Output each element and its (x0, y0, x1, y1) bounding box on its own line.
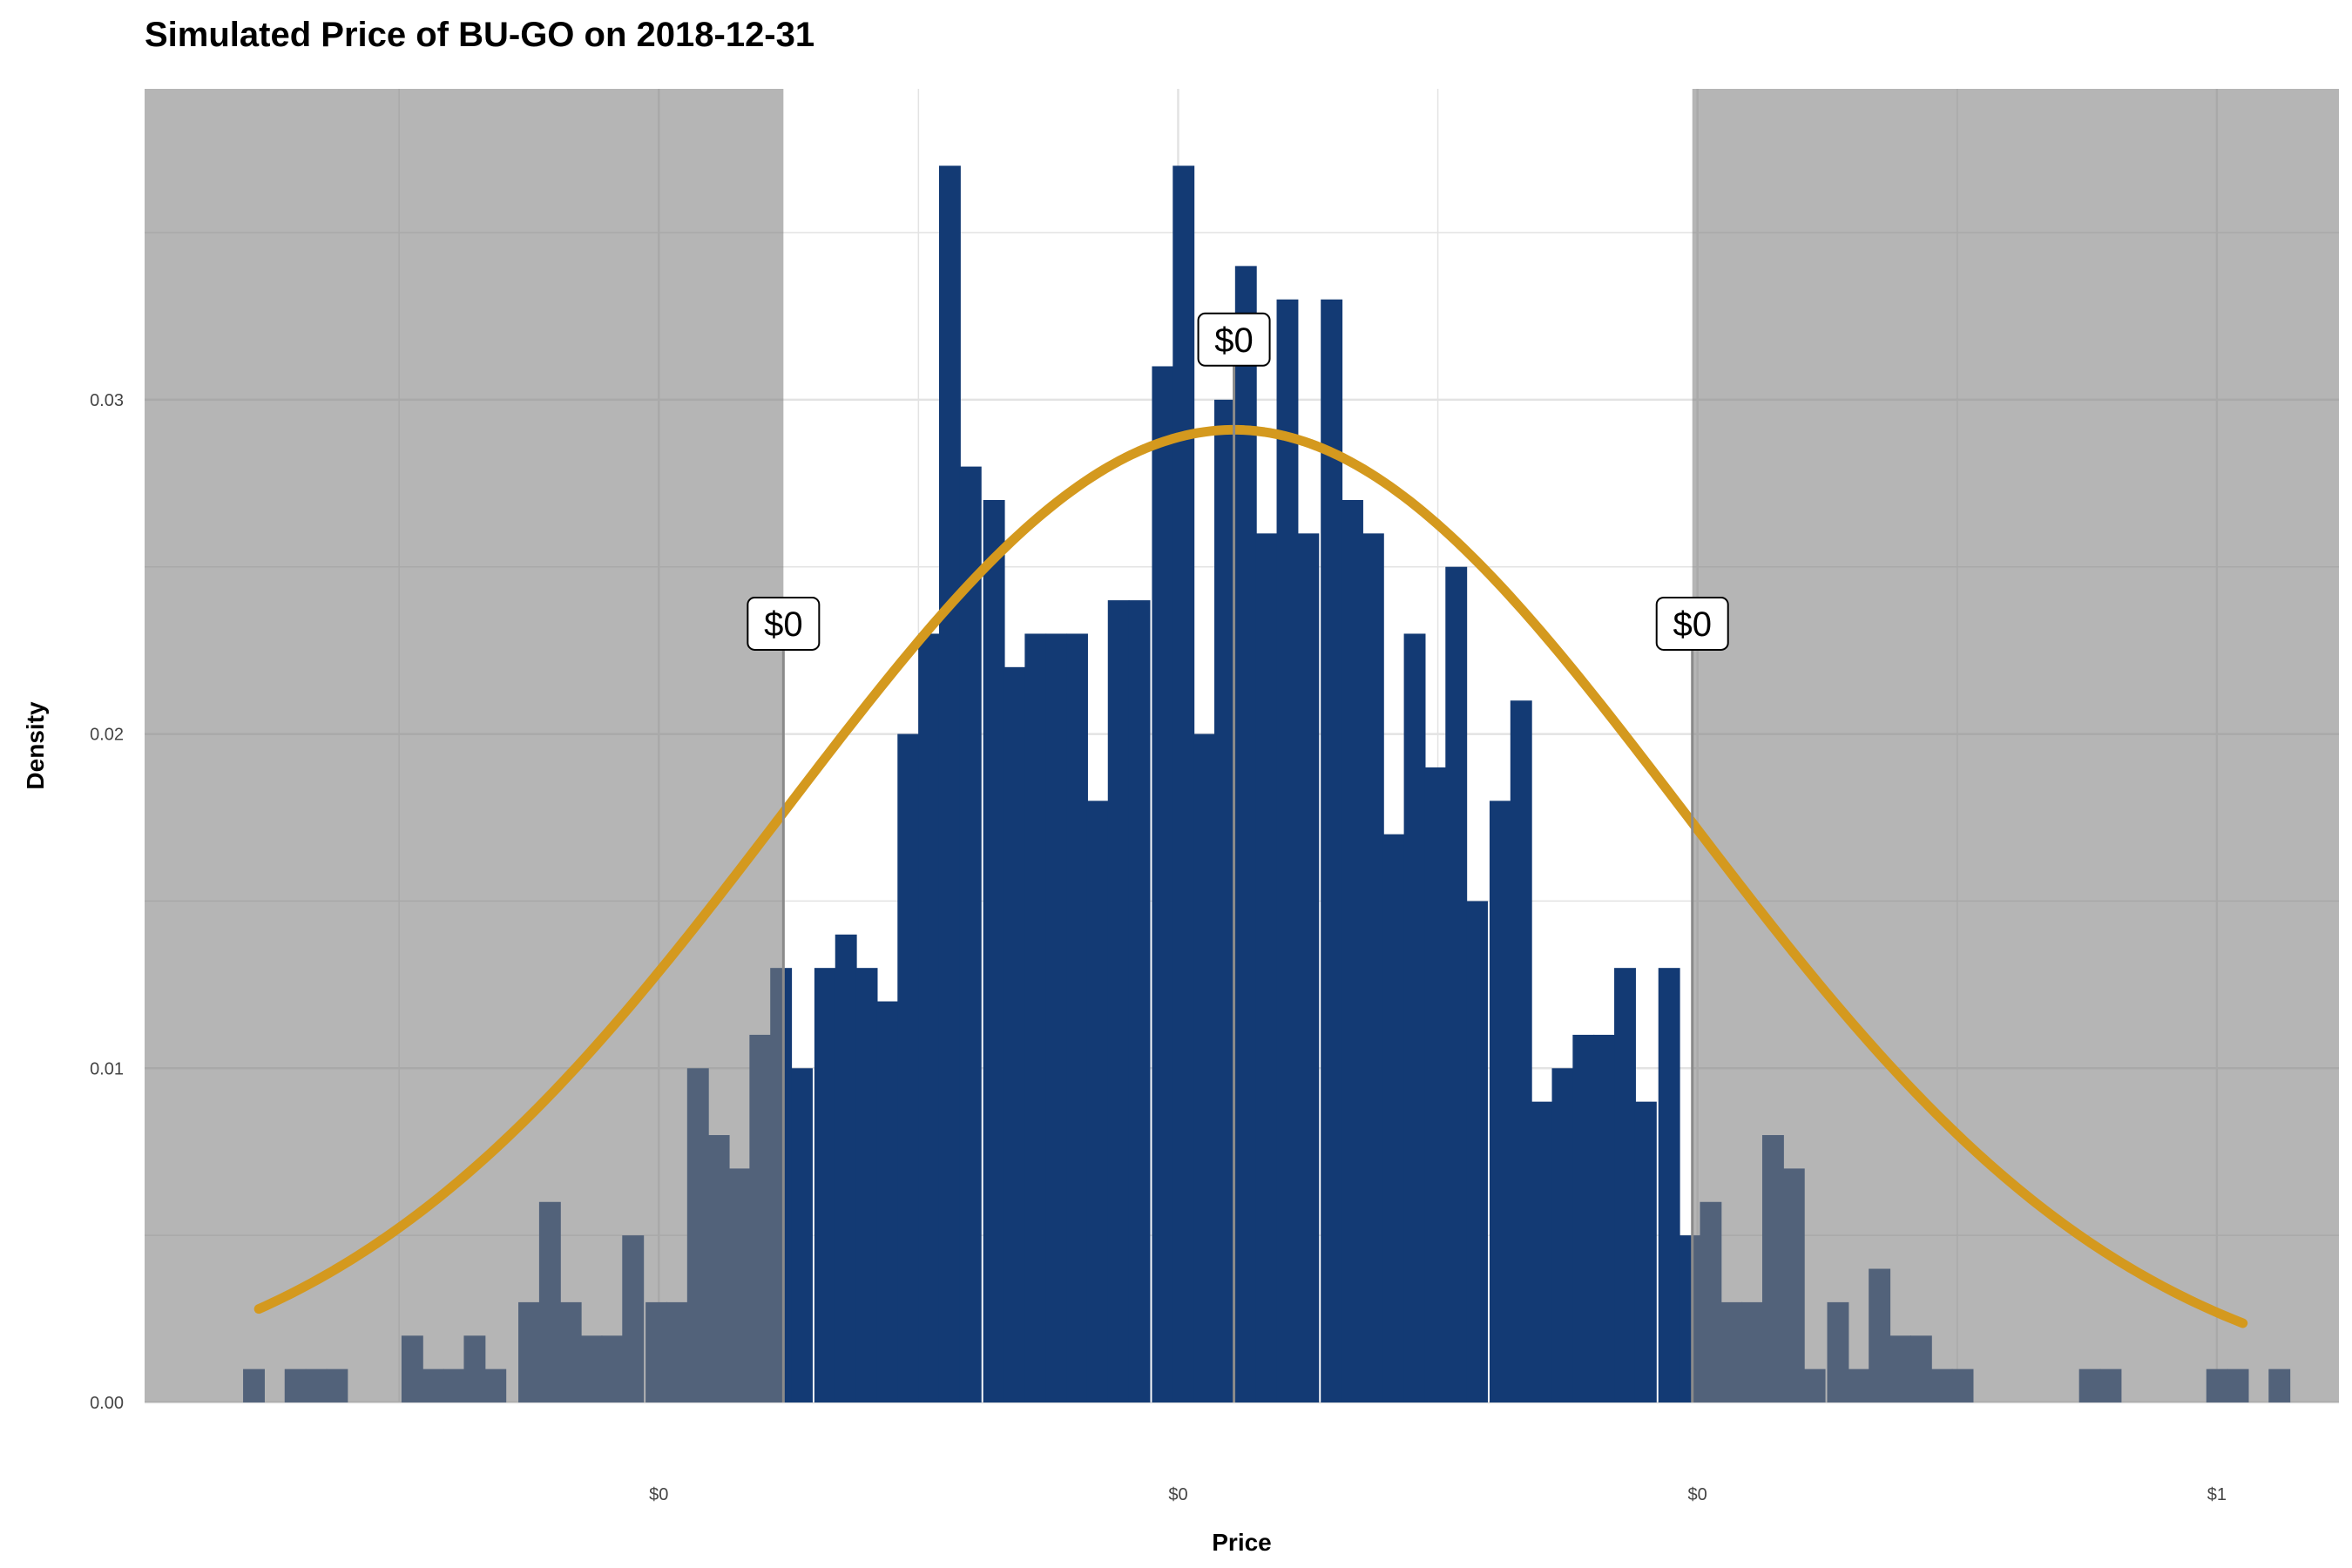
y-tick-label: 0.00 (90, 1394, 124, 1413)
histogram-bar (1614, 968, 1636, 1402)
histogram-bar (1193, 733, 1216, 1402)
axis-layer: 0.00 0.01 0.02 0.03 $0 $0 $0 $1 Price Density (22, 391, 2227, 1556)
reference-label: $0 (1214, 321, 1254, 360)
chart-title: Simulated Price of BU-GO on 2018-12-31 (145, 16, 815, 54)
histogram-bar (1466, 901, 1489, 1402)
x-axis-title: Price (1212, 1529, 1272, 1556)
reference-label-box (1655, 596, 1729, 651)
histogram-bar (1658, 968, 1680, 1402)
histogram-bar (1321, 299, 1343, 1402)
histogram-bar (983, 499, 1005, 1402)
histogram-bar (1551, 1068, 1574, 1402)
histogram-bar (1024, 633, 1047, 1402)
histogram-bar (1152, 366, 1174, 1403)
histogram-bar (855, 968, 878, 1402)
y-tick-label: 0.03 (90, 391, 124, 410)
histogram-bar (1362, 533, 1384, 1402)
histogram-bar (1213, 399, 1236, 1402)
histogram-bar (814, 968, 836, 1402)
histogram-bar (1445, 566, 1468, 1402)
histogram-bar (835, 934, 857, 1402)
reference-label-box (747, 596, 821, 651)
histogram-bar (1234, 266, 1257, 1403)
histogram-bar (1593, 1034, 1616, 1402)
reference-label: $0 (1673, 605, 1712, 644)
shaded-tail-region (1692, 89, 2339, 1402)
histogram-bar (1128, 600, 1151, 1402)
histogram-bar (897, 733, 920, 1402)
histogram-bar (1066, 633, 1088, 1402)
histogram-bar (1382, 834, 1405, 1402)
histogram-bar (1634, 1101, 1657, 1402)
reference-lines-layer: $0 $0 $0 (747, 312, 1729, 1402)
shaded-tail-region (145, 89, 784, 1402)
curve-layer (253, 424, 2248, 1328)
histogram-bar (959, 466, 982, 1403)
histogram-bar (918, 633, 941, 1402)
x-tick-label: $1 (2207, 1485, 2227, 1504)
histogram-bar (1004, 666, 1026, 1402)
histogram-bar (1489, 801, 1511, 1402)
histogram-bar (876, 1001, 899, 1402)
histogram-bar (1403, 633, 1426, 1402)
histogram-bar (1572, 1034, 1595, 1402)
histogram-bar (1424, 767, 1447, 1402)
x-tick-label: $0 (649, 1485, 668, 1504)
bars-layer (243, 166, 2291, 1403)
histogram-bar (938, 166, 961, 1403)
x-tick-label: $0 (1168, 1485, 1187, 1504)
normal-density-curve (253, 424, 2248, 1328)
histogram-bar (1342, 499, 1363, 1402)
reference-label-box (1197, 312, 1271, 367)
histogram-bar (1086, 801, 1109, 1402)
y-tick-label: 0.02 (90, 726, 124, 745)
reference-label: $0 (764, 605, 803, 644)
y-axis-title: Density (22, 701, 49, 790)
histogram-bar (1297, 533, 1320, 1402)
y-tick-label: 0.01 (90, 1059, 124, 1078)
histogram-bar (1045, 633, 1068, 1402)
histogram-bar (1276, 299, 1299, 1402)
histogram-bar (1255, 533, 1278, 1402)
histogram-bar (1531, 1101, 1553, 1402)
histogram-bar (1510, 700, 1532, 1402)
histogram-bar (1107, 600, 1130, 1402)
histogram-bar (791, 1068, 813, 1402)
histogram-bar (1173, 166, 1195, 1403)
x-tick-label: $0 (1688, 1485, 1707, 1504)
